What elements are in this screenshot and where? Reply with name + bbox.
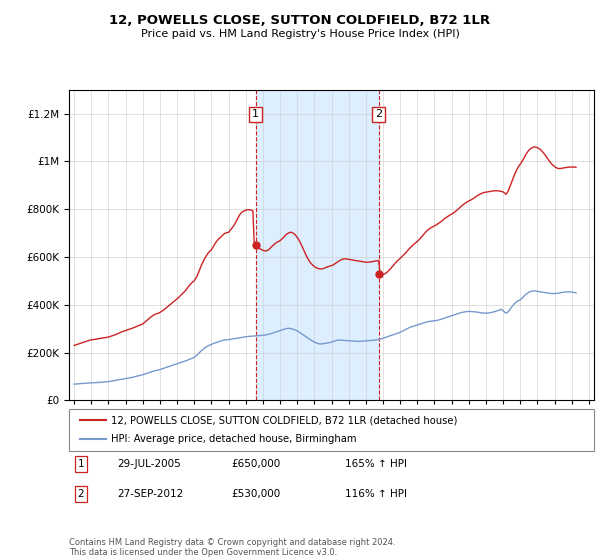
Text: HPI: Average price, detached house, Birmingham: HPI: Average price, detached house, Birm… <box>111 435 356 445</box>
Text: 165% ↑ HPI: 165% ↑ HPI <box>345 459 407 469</box>
Text: 27-SEP-2012: 27-SEP-2012 <box>117 489 183 499</box>
Text: 1: 1 <box>77 459 85 469</box>
Text: 29-JUL-2005: 29-JUL-2005 <box>117 459 181 469</box>
Text: 12, POWELLS CLOSE, SUTTON COLDFIELD, B72 1LR: 12, POWELLS CLOSE, SUTTON COLDFIELD, B72… <box>109 14 491 27</box>
Text: Contains HM Land Registry data © Crown copyright and database right 2024.
This d: Contains HM Land Registry data © Crown c… <box>69 538 395 557</box>
Text: £530,000: £530,000 <box>231 489 280 499</box>
Text: 1: 1 <box>252 109 259 119</box>
Text: 12, POWELLS CLOSE, SUTTON COLDFIELD, B72 1LR (detached house): 12, POWELLS CLOSE, SUTTON COLDFIELD, B72… <box>111 415 457 425</box>
Text: Price paid vs. HM Land Registry's House Price Index (HPI): Price paid vs. HM Land Registry's House … <box>140 29 460 39</box>
Bar <box>256 90 379 400</box>
Text: £650,000: £650,000 <box>231 459 280 469</box>
Text: 116% ↑ HPI: 116% ↑ HPI <box>345 489 407 499</box>
Text: 2: 2 <box>77 489 85 499</box>
Text: 2: 2 <box>375 109 382 119</box>
